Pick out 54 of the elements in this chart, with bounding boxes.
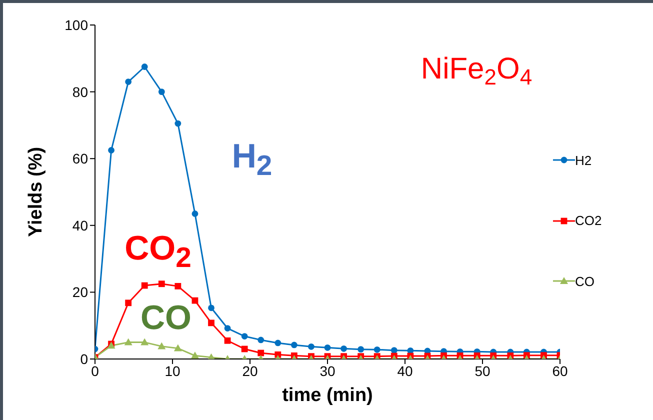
x-axis-title: time (min) — [282, 385, 373, 406]
y-tick-label: 20 — [72, 284, 88, 300]
x-tick-label: 30 — [320, 362, 336, 379]
point — [174, 120, 182, 127]
y-tick-label: 60 — [72, 150, 88, 167]
point — [340, 345, 347, 352]
point — [141, 282, 148, 289]
point — [158, 88, 165, 95]
y-axis-title: Yields (%) — [26, 146, 47, 237]
point — [158, 280, 165, 288]
x-tick-label: 10 — [164, 362, 180, 379]
point — [192, 210, 198, 217]
legend-label: CO2 — [575, 213, 602, 228]
point — [192, 297, 198, 304]
x-tick-label: 60 — [552, 362, 568, 379]
x-tick-label: 0 — [91, 362, 100, 379]
y-tick-label: 0 — [80, 350, 88, 367]
point — [241, 346, 248, 352]
point — [224, 325, 231, 332]
x-tick-label: 20 — [242, 362, 258, 379]
point — [224, 337, 231, 344]
point — [190, 352, 199, 359]
annotation: CO — [140, 299, 192, 337]
point — [390, 347, 398, 354]
annotation: CO$_{2}$ — [124, 229, 192, 274]
legend-label: CO — [575, 274, 594, 289]
point — [208, 304, 214, 312]
point — [141, 64, 148, 70]
point — [241, 333, 248, 340]
y-tick-label: 40 — [72, 217, 88, 234]
point — [174, 282, 182, 290]
point — [208, 320, 214, 326]
x-tick-label: 50 — [474, 362, 490, 379]
point — [124, 338, 132, 346]
point — [358, 346, 364, 353]
point — [274, 340, 282, 346]
text: NiFe$_{2}$O$_{4}$ — [420, 52, 532, 89]
x-tick-label: 40 — [397, 362, 413, 379]
point — [158, 342, 166, 350]
point — [125, 300, 132, 306]
point — [374, 346, 380, 353]
y-tick-label: 100 — [64, 16, 88, 33]
point — [125, 78, 132, 85]
point — [108, 147, 114, 154]
point — [324, 344, 331, 351]
point — [290, 342, 298, 348]
legend-label: H2 — [575, 152, 592, 168]
point — [140, 338, 149, 346]
point — [174, 344, 182, 352]
annotation: H$_{2}$ — [232, 137, 272, 182]
point — [308, 343, 314, 350]
point — [258, 350, 264, 356]
y-tick-label: 80 — [72, 84, 88, 100]
point — [258, 336, 264, 344]
